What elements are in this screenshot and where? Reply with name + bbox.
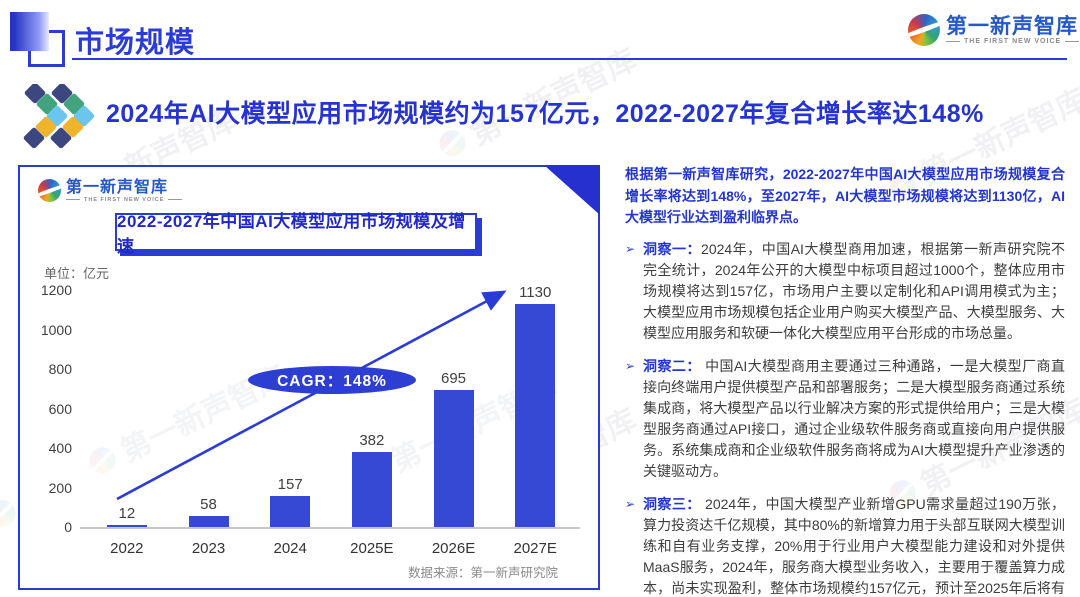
bar-group: 695 2026E <box>413 277 495 557</box>
arrow-bullet-icon: ➢ <box>625 359 636 374</box>
y-tick-label: 200 <box>48 479 72 496</box>
bar <box>270 496 311 527</box>
insight-text: 洞察一：2024年，中国AI大模型商用加速，根据第一新声研究院不完全统计，202… <box>643 241 1066 342</box>
y-tick-label: 600 <box>48 400 72 417</box>
cagr-label: CAGR：148% <box>277 373 387 390</box>
globe-icon <box>38 179 61 203</box>
x-axis-line <box>80 527 580 529</box>
bar <box>433 389 474 527</box>
y-tick-label: 1000 <box>40 321 72 338</box>
insight-label: 洞察二： <box>643 358 701 375</box>
x-category-label: 2023 <box>191 540 226 557</box>
bar <box>515 303 556 527</box>
bar-group: 1130 2027E <box>494 277 576 557</box>
bar <box>351 451 392 527</box>
bar-group: 58 2023 <box>168 277 250 557</box>
bar-value-label: 382 <box>359 431 385 449</box>
y-tick-label: 0 <box>64 519 72 535</box>
insight-item-1: ➢ 洞察一：2024年，中国AI大模型商用加速，根据第一新声研究院不完全统计，2… <box>625 239 1065 344</box>
insights-intro: 根据第一新声智库研究，2022-2027年中国AI大模型应用市场规模复合增长率将… <box>625 166 1065 226</box>
bar-value-label: 157 <box>277 476 303 493</box>
brand-logo: 第一新声智库 THE FIRST NEW VOICE <box>908 14 1079 46</box>
globe-icon <box>908 14 940 46</box>
globe-icon <box>0 495 20 531</box>
insight-item-3: ➢ 洞察三： 2024年，中国大模型产业新增GPU需求量超过190万张，算力投资… <box>625 494 1065 597</box>
bar-value-label: 1130 <box>519 283 552 301</box>
bar-group: 157 2024 <box>249 277 331 557</box>
cagr-badge: CAGR：148% <box>248 366 416 394</box>
insight-label: 洞察三： <box>643 496 701 513</box>
banner: 2024年AI大模型应用市场规模约为157亿元，2022-2027年复合增长率达… <box>0 82 1080 148</box>
insights-panel: 根据第一新声智库研究，2022-2027年中国AI大模型应用市场规模复合增长率将… <box>625 164 1065 597</box>
y-tick-label: 1200 <box>40 282 72 298</box>
x-category-label: 2022 <box>110 540 144 557</box>
insight-text: 洞察二： 中国AI大模型商用主要通过三种通路，一是大模型厂商直接向终端用户提供模… <box>643 358 1065 480</box>
header-underline <box>72 58 1067 60</box>
arrow-bullet-icon: ➢ <box>625 242 636 257</box>
x-category-label: 2026E <box>431 540 476 557</box>
brand-tagline: THE FIRST NEW VOICE <box>946 38 1079 45</box>
bar-group: 382 2025E <box>331 277 413 557</box>
bar-value-label: 695 <box>441 369 467 387</box>
y-tick-label: 800 <box>48 361 72 377</box>
arrow-bullet-icon: ➢ <box>625 497 636 512</box>
brand-tagline: THE FIRST NEW VOICE <box>66 197 182 203</box>
bar-group: 12 2022 <box>86 277 168 557</box>
brand-name: 第一新声智库 <box>946 14 1078 38</box>
insight-text: 洞察三： 2024年，中国大模型产业新增GPU需求量超过190万张，算力投资达千… <box>643 496 1065 597</box>
header-square-fill <box>10 12 49 51</box>
banner-headline: 2024年AI大模型应用市场规模约为157亿元，2022-2027年复合增长率达… <box>106 100 984 128</box>
y-tick-label: 400 <box>48 440 72 456</box>
bar <box>188 515 229 527</box>
x-category-label: 2024 <box>273 540 307 557</box>
chart-title-box: 2022-2027年中国AI大模型应用市场规模及增速 <box>115 212 477 256</box>
chart-title: 2022-2027年中国AI大模型应用市场规模及增速 <box>117 212 466 256</box>
chart-card: 第一新声智库 第一新声智库 第一新声智库 THE FIRST NEW VOICE… <box>18 165 600 590</box>
unit-label: 单位：亿元 <box>44 266 110 281</box>
bar-value-label: 12 <box>118 504 136 522</box>
page-title: 市场规模 <box>75 27 196 59</box>
insight-item-2: ➢ 洞察二： 中国AI大模型商用主要通过三种通路，一是大模型厂商直接向终端用户提… <box>625 356 1065 482</box>
brand-logo-small: 第一新声智库 THE FIRST NEW VOICE <box>38 179 182 203</box>
brand-name: 第一新声智库 <box>66 179 169 196</box>
bar <box>106 524 147 527</box>
data-source: 数据来源：第一新声研究院 <box>407 566 558 580</box>
x-category-label: 2027E <box>513 540 557 557</box>
x-category-label: 2025E <box>350 540 394 557</box>
corner-fold-decoration <box>544 165 600 215</box>
diamond-chevrons-icon <box>23 84 95 148</box>
bar-chart-plot: 12 2022 58 2023 157 2024 382 2025E 695 2026E 1130 2… <box>86 277 576 557</box>
y-axis-labels: 0 200 400 600 800 1000 1200 <box>28 277 72 535</box>
bar-value-label: 58 <box>200 495 217 513</box>
insight-label: 洞察一： <box>643 241 702 258</box>
